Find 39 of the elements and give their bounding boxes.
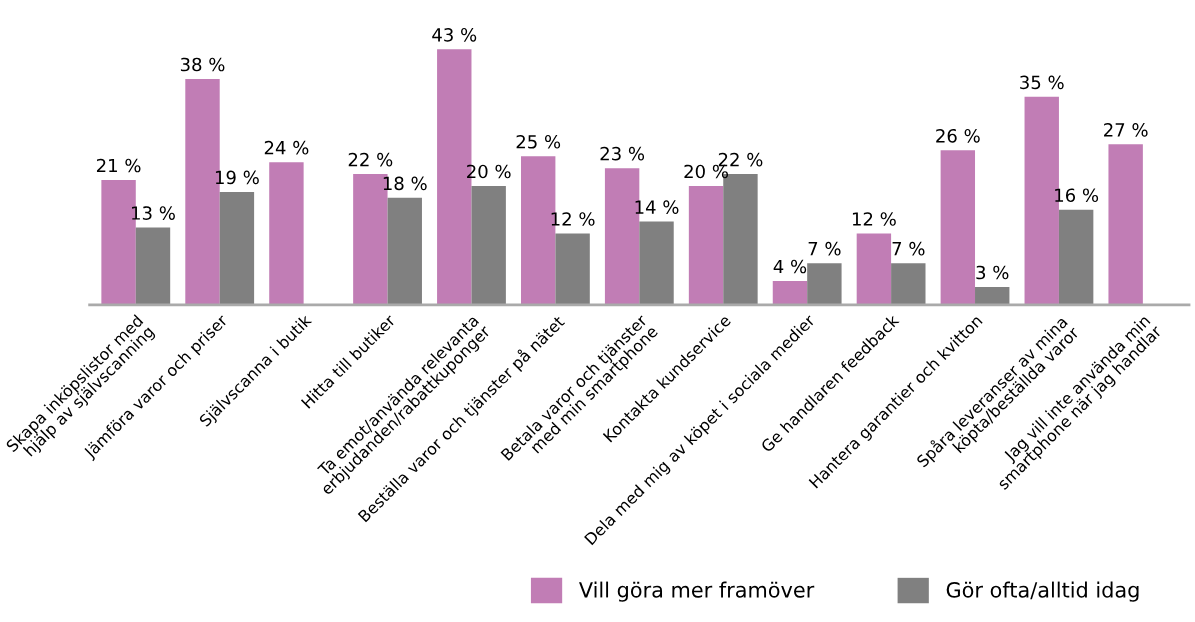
data-label: 3 % — [976, 265, 1009, 280]
bar — [269, 162, 304, 305]
bar — [772, 281, 808, 305]
data-label: 38 % — [180, 57, 225, 72]
data-label: 24 % — [264, 140, 309, 155]
bar — [555, 233, 590, 305]
data-label: 20 % — [467, 164, 511, 179]
bar — [688, 185, 724, 305]
data-label: 12 % — [551, 212, 595, 226]
data-label: 16 % — [1055, 188, 1099, 203]
data-label: 13 % — [132, 206, 175, 220]
data-label: 25 % — [516, 134, 561, 149]
data-label: 19 % — [215, 170, 259, 185]
data-label: 18 % — [383, 176, 427, 191]
data-label: 43 % — [432, 27, 477, 42]
bar — [135, 227, 171, 305]
bar — [387, 197, 422, 305]
data-label: 21 % — [96, 158, 141, 173]
data-label: 4 % — [773, 259, 807, 274]
legend-label: Gör ofta/alltid idag — [946, 581, 1139, 602]
data-label: 35 % — [1020, 75, 1064, 90]
data-label: 7 % — [892, 241, 925, 256]
bar — [1108, 144, 1143, 305]
data-label: 22 % — [348, 152, 393, 167]
data-label: 12 % — [852, 212, 896, 226]
bar — [219, 191, 255, 305]
bar — [940, 150, 976, 305]
bar — [856, 233, 892, 305]
bar — [1058, 209, 1094, 305]
data-label: 7 % — [808, 241, 841, 256]
data-label: 23 % — [600, 146, 645, 161]
bar — [471, 185, 506, 305]
bar — [891, 263, 926, 305]
data-label: 27 % — [1104, 123, 1148, 137]
bar — [639, 221, 674, 305]
bar — [807, 263, 842, 305]
data-label: 26 % — [936, 128, 980, 143]
legend-label: Vill göra mer framöver — [579, 581, 815, 602]
data-label: 14 % — [635, 200, 679, 214]
